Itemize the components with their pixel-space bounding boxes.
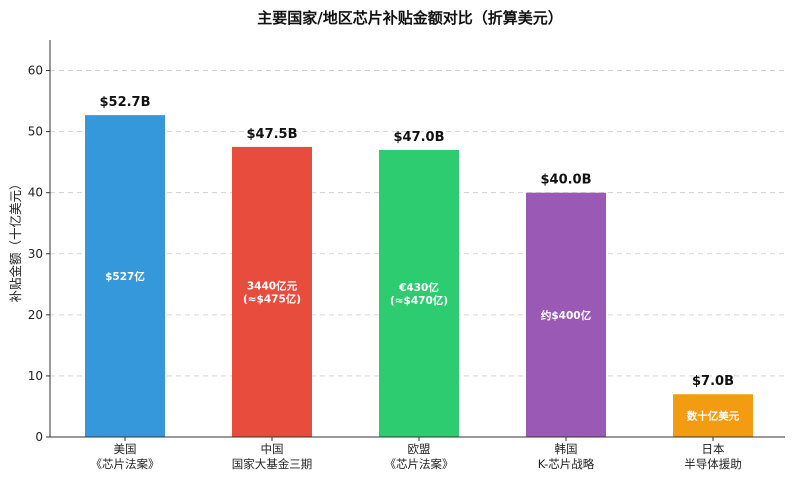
x-tick-label: 《芯片法案》 bbox=[385, 457, 454, 471]
inner-label: 3440亿元 bbox=[247, 279, 298, 292]
chart-title: 主要国家/地区芯片补贴金额对比（折算美元） bbox=[257, 9, 562, 27]
y-tick-label: 30 bbox=[28, 247, 43, 261]
bars: $52.7B $527亿 $47.5B 3440亿元(≈$475亿) $47.0B €43… bbox=[85, 95, 753, 437]
y-tick-label: 60 bbox=[28, 64, 43, 78]
y-tick-label: 40 bbox=[28, 186, 43, 200]
y-tick-label: 0 bbox=[35, 430, 43, 444]
x-tick-label: 半导体援助 bbox=[684, 457, 742, 471]
value-label: $47.5B bbox=[246, 127, 297, 142]
value-label: $52.7B bbox=[99, 95, 150, 110]
inner-label: $527亿 bbox=[105, 270, 145, 283]
y-tick-label: 20 bbox=[28, 308, 43, 322]
bar bbox=[379, 149, 459, 437]
inner-label: 数十亿美元 bbox=[686, 410, 740, 423]
x-tick-label: K-芯片战略 bbox=[538, 457, 595, 471]
y-tick-label: 50 bbox=[28, 125, 43, 139]
y-tick-label: 10 bbox=[28, 369, 43, 383]
inner-label: (≈$475亿) bbox=[243, 292, 301, 305]
x-tick-label: 日本 bbox=[702, 442, 725, 456]
value-label: $40.0B bbox=[540, 173, 591, 188]
inner-label: €430亿 bbox=[398, 281, 439, 294]
x-tick-label: 《芯片法案》 bbox=[91, 457, 160, 471]
x-tick-label: 国家大基金三期 bbox=[232, 457, 313, 471]
x-tick-label: 美国 bbox=[114, 442, 137, 456]
bar bbox=[526, 192, 606, 437]
inner-label: 约$400亿 bbox=[541, 309, 592, 322]
x-tick-label: 韩国 bbox=[555, 442, 578, 456]
inner-label: (≈$470亿) bbox=[390, 294, 448, 307]
y-axis-label: 补贴金额（十亿美元） bbox=[8, 177, 23, 302]
bar bbox=[232, 146, 312, 437]
grid-lines bbox=[50, 70, 785, 377]
x-tick-label: 中国 bbox=[261, 442, 284, 456]
value-label: $7.0B bbox=[692, 374, 734, 389]
value-label: $47.0B bbox=[393, 130, 444, 145]
bar bbox=[85, 115, 165, 437]
axes: 0102030405060美国《芯片法案》中国国家大基金三期欧盟《芯片法案》韩国… bbox=[28, 40, 785, 471]
bar bbox=[673, 394, 753, 437]
x-tick-label: 欧盟 bbox=[408, 442, 431, 456]
